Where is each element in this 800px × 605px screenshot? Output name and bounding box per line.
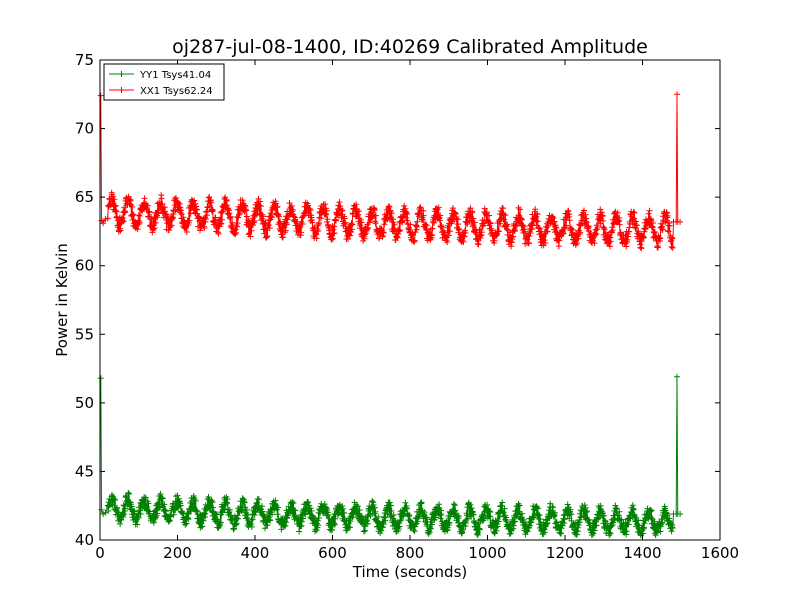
y-tick-label: 75 [75, 51, 94, 69]
x-tick-label: 1200 [546, 544, 584, 562]
x-axis-label: Time (seconds) [352, 563, 468, 581]
legend-marker [118, 87, 125, 93]
x-tick-label: 0 [95, 544, 105, 562]
y-tick-label: 40 [75, 531, 94, 549]
tick-layer: 0 200 400 600 800 1000 1200 1400 1600 40 45 50 55 60 6… [75, 51, 739, 562]
legend-label: YY1 Tsys41.04 [139, 70, 211, 81]
legend: YY1 Tsys41.04 XX1 Tsys62.24 [103, 63, 225, 101]
series-layer [97, 91, 684, 539]
x-tick-label: 600 [318, 544, 347, 562]
legend-label: XX1 Tsys62.24 [140, 86, 213, 97]
y-tick-label: 60 [75, 257, 94, 275]
y-axis-label: Power in Kelvin [53, 243, 71, 357]
x-tick-label: 1400 [623, 544, 661, 562]
plot-area [100, 60, 720, 540]
x-tick-label: 1000 [468, 544, 506, 562]
y-tick-label: 70 [75, 120, 94, 138]
y-tick-label: 45 [75, 462, 94, 480]
legend-marker [118, 71, 125, 77]
legend-box [103, 63, 225, 101]
series-yy1 [97, 373, 684, 539]
series-markers [97, 373, 684, 539]
series-markers [97, 91, 684, 252]
chart-title: oj287-jul-08-1400, ID:40269 Calibrated A… [172, 36, 648, 58]
y-tick-label: 65 [75, 188, 94, 206]
x-tick-label: 800 [396, 544, 425, 562]
y-tick-label: 55 [75, 325, 94, 343]
x-tick-label: 1600 [701, 544, 739, 562]
series-xx1 [97, 91, 684, 252]
x-tick-label: 400 [241, 544, 270, 562]
y-tick-label: 50 [75, 394, 94, 412]
x-tick-label: 200 [163, 544, 192, 562]
